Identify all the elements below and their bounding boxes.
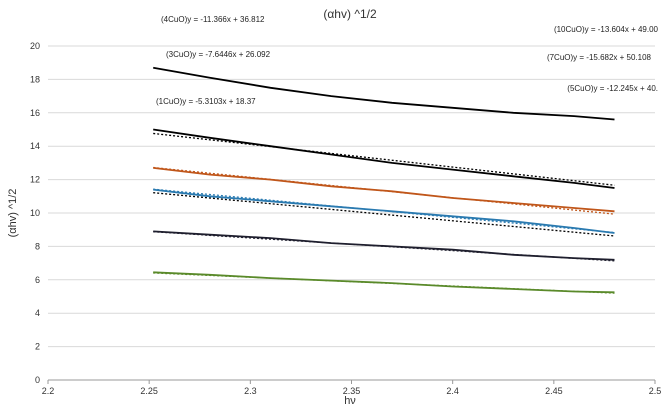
trendline-equation: (1CuO)y = -5.3103x + 18.37	[156, 97, 256, 106]
trendline-equation: (3CuO)y = -7.6446x + 26.092	[166, 50, 271, 59]
trendline-equation: (7CuO)y = -15.682x + 50.108	[547, 53, 652, 62]
gridlines	[48, 45, 655, 381]
trendline	[153, 166, 615, 215]
y-tick-label: 10	[30, 208, 40, 218]
series-line	[153, 66, 615, 121]
trendline	[153, 231, 615, 262]
x-tick-label: 2.5	[649, 386, 661, 396]
y-tick-label: 12	[30, 175, 40, 185]
series-line	[153, 271, 615, 294]
y-tick-label: 6	[35, 275, 40, 285]
x-tick-label: 2.2	[42, 386, 55, 396]
chart-title: (αhv) ^1/2	[323, 7, 377, 21]
y-tick-label: 18	[30, 74, 40, 84]
y-tick-label: 0	[35, 375, 40, 385]
annotations: (4CuO)y = -11.366x + 36.812 (3CuO)y = -7.…	[156, 15, 659, 106]
x-tick-label: 2.35	[343, 386, 361, 396]
trendline-equation: (4CuO)y = -11.366x + 36.812	[161, 15, 265, 24]
trendline	[153, 188, 615, 234]
y-tick-label: 4	[35, 308, 40, 318]
trendline	[153, 272, 615, 294]
series-line	[153, 128, 615, 189]
x-tick-label: 2.25	[140, 386, 158, 396]
series-line	[153, 167, 615, 213]
y-tick-label: 8	[35, 241, 40, 251]
y-tick-label: 2	[35, 342, 40, 352]
series-line	[153, 188, 615, 234]
x-axis-label: hν	[344, 395, 356, 407]
y-tick-label: 16	[30, 108, 40, 118]
x-tick-label: 2.45	[545, 386, 563, 396]
y-axis-label: (αhv) ^1/2	[7, 189, 19, 238]
x-tick-label: 2.4	[446, 386, 459, 396]
y-tick-label: 20	[30, 41, 40, 51]
trendline	[153, 132, 615, 186]
series-group	[153, 66, 615, 294]
trendline-equation: (5CuO)y = -12.245x + 40.	[567, 84, 658, 93]
x-tick-label: 2.3	[244, 386, 257, 396]
trendline	[153, 192, 615, 237]
trendline-equation: (10CuO)y = -13.604x + 49.00	[554, 25, 659, 34]
axes: 0 2 4 6 8 10 12 14 16 18 20 2.2 2.25 2.3 2.35 2.4 2.45 2.…	[30, 41, 661, 396]
y-tick-label: 14	[30, 141, 40, 151]
